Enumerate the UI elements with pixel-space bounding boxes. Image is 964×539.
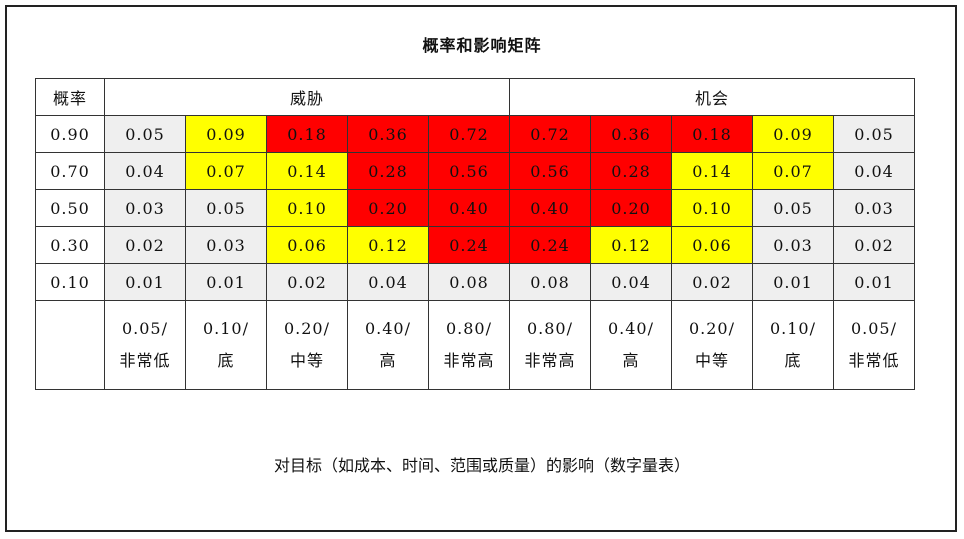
- matrix-cell: 0.56: [428, 152, 510, 190]
- impact-level: 非常高: [443, 351, 495, 370]
- impact-level: 高: [379, 351, 397, 370]
- matrix-row: 0.10 0.01 0.01 0.02 0.04 0.08 0.08 0.04 0.02 0.01…: [35, 263, 915, 301]
- matrix-cell: 0.14: [266, 152, 348, 190]
- impact-label: 0.10/底: [185, 300, 267, 390]
- impact-value: 0.80/: [445, 319, 492, 338]
- impact-row: 0.05/非常低 0.10/底 0.20/中等 0.40/高 0.80/非常高 0.80/…: [35, 300, 915, 390]
- impact-level: 非常低: [119, 351, 171, 370]
- impact-value: 0.80/: [526, 319, 573, 338]
- matrix-cell: 0.03: [185, 226, 267, 264]
- matrix-cell: 0.06: [671, 226, 753, 264]
- matrix-cell: 0.12: [347, 226, 429, 264]
- impact-level: 底: [784, 351, 802, 370]
- probability-label: 0.50: [35, 189, 105, 227]
- matrix-cell: 0.28: [590, 152, 672, 190]
- impact-label: 0.20/中等: [671, 300, 753, 390]
- matrix-cell: 0.12: [590, 226, 672, 264]
- matrix-cell: 0.20: [590, 189, 672, 227]
- matrix-cell: 0.14: [671, 152, 753, 190]
- matrix-cell: 0.03: [752, 226, 834, 264]
- probability-label: 0.70: [35, 152, 105, 190]
- matrix-cell: 0.01: [752, 263, 834, 301]
- impact-level: 非常低: [848, 351, 900, 370]
- impact-label: 0.05/非常低: [833, 300, 915, 390]
- impact-label: 0.05/非常低: [104, 300, 186, 390]
- matrix-cell: 0.24: [428, 226, 510, 264]
- matrix-cell: 0.02: [104, 226, 186, 264]
- matrix-cell: 0.18: [671, 115, 753, 153]
- matrix-cell: 0.10: [671, 189, 753, 227]
- matrix-cell: 0.02: [833, 226, 915, 264]
- matrix-cell: 0.03: [104, 189, 186, 227]
- impact-label: 0.80/非常高: [428, 300, 510, 390]
- opportunity-header: 机会: [509, 78, 915, 116]
- impact-level: 中等: [289, 351, 324, 370]
- matrix-cell: 0.05: [833, 115, 915, 153]
- matrix-cell: 0.08: [428, 263, 510, 301]
- matrix-cell: 0.20: [347, 189, 429, 227]
- impact-value: 0.05/: [850, 319, 897, 338]
- matrix-cell: 0.36: [347, 115, 429, 153]
- matrix-cell: 0.02: [266, 263, 348, 301]
- impact-value: 0.40/: [364, 319, 411, 338]
- matrix-cell: 0.36: [590, 115, 672, 153]
- matrix-cell: 0.09: [185, 115, 267, 153]
- matrix-cell: 0.01: [104, 263, 186, 301]
- impact-value: 0.10/: [202, 319, 249, 338]
- matrix-cell: 0.05: [104, 115, 186, 153]
- impact-level: 底: [217, 351, 235, 370]
- matrix-cell: 0.02: [671, 263, 753, 301]
- impact-value: 0.10/: [769, 319, 816, 338]
- matrix-cell: 0.10: [266, 189, 348, 227]
- matrix-cell: 0.40: [428, 189, 510, 227]
- matrix-cell: 0.09: [752, 115, 834, 153]
- matrix-cell: 0.18: [266, 115, 348, 153]
- probability-impact-matrix: 概率 威胁 机会 0.90 0.05 0.09 0.18 0.36 0.72 0.72 0.3…: [35, 78, 915, 390]
- matrix-cell: 0.05: [752, 189, 834, 227]
- matrix-cell: 0.07: [752, 152, 834, 190]
- impact-label: 0.40/高: [590, 300, 672, 390]
- impact-value: 0.20/: [688, 319, 735, 338]
- matrix-cell: 0.40: [509, 189, 591, 227]
- probability-label: 0.30: [35, 226, 105, 264]
- impact-level: 高: [622, 351, 640, 370]
- matrix-cell: 0.08: [509, 263, 591, 301]
- matrix-row: 0.90 0.05 0.09 0.18 0.36 0.72 0.72 0.36 0.18 0.09…: [35, 115, 915, 153]
- matrix-cell: 0.04: [833, 152, 915, 190]
- impact-value: 0.05/: [121, 319, 168, 338]
- impact-label: 0.80/非常高: [509, 300, 591, 390]
- matrix-cell: 0.05: [185, 189, 267, 227]
- matrix-cell: 0.03: [833, 189, 915, 227]
- matrix-cell: 0.01: [185, 263, 267, 301]
- matrix-cell: 0.01: [833, 263, 915, 301]
- impact-label: 0.20/中等: [266, 300, 348, 390]
- impact-label: 0.10/底: [752, 300, 834, 390]
- matrix-row: 0.30 0.02 0.03 0.06 0.12 0.24 0.24 0.12 0.06 0.03…: [35, 226, 915, 264]
- matrix-cell: 0.07: [185, 152, 267, 190]
- matrix-cell: 0.56: [509, 152, 591, 190]
- matrix-cell: 0.72: [509, 115, 591, 153]
- impact-value: 0.20/: [283, 319, 330, 338]
- matrix-cell: 0.72: [428, 115, 510, 153]
- matrix-row: 0.70 0.04 0.07 0.14 0.28 0.56 0.56 0.28 0.14 0.07…: [35, 152, 915, 190]
- matrix-cell: 0.04: [104, 152, 186, 190]
- probability-label: 0.90: [35, 115, 105, 153]
- matrix-cell: 0.06: [266, 226, 348, 264]
- matrix-cell: 0.04: [347, 263, 429, 301]
- matrix-row: 0.50 0.03 0.05 0.10 0.20 0.40 0.40 0.20 0.10 0.05…: [35, 189, 915, 227]
- impact-axis-caption: 对目标（如成本、时间、范围或质量）的影响（数字量表）: [273, 456, 690, 475]
- impact-level: 中等: [694, 351, 729, 370]
- probability-label: 0.10: [35, 263, 105, 301]
- impact-value: 0.40/: [607, 319, 654, 338]
- chart-title: 概率和影响矩阵: [422, 36, 542, 55]
- impact-row-blank: [35, 300, 105, 390]
- impact-level: 非常高: [524, 351, 576, 370]
- impact-label: 0.40/高: [347, 300, 429, 390]
- matrix-cell: 0.24: [509, 226, 591, 264]
- header-row: 概率 威胁 机会: [35, 78, 915, 116]
- probability-header: 概率: [35, 78, 105, 116]
- matrix-cell: 0.28: [347, 152, 429, 190]
- threat-header: 威胁: [104, 78, 510, 116]
- matrix-cell: 0.04: [590, 263, 672, 301]
